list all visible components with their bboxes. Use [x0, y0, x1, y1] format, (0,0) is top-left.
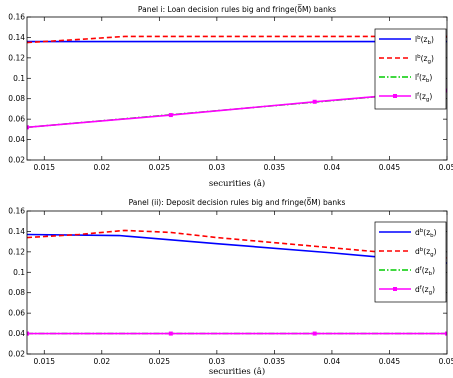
- y-tick-label: 0.04: [8, 135, 25, 144]
- legend-label: lb(zb): [415, 35, 434, 46]
- x-tick-label: 0.03: [209, 357, 226, 366]
- series-marker: [27, 125, 29, 130]
- legend-label: db(zg): [415, 247, 437, 258]
- y-tick-label: 0.16: [8, 13, 25, 22]
- x-tick-label: 0.04: [324, 357, 341, 366]
- series-marker: [312, 99, 317, 104]
- x-tick-label: 0.04: [324, 163, 341, 172]
- chart-title: Panel i: Loan decision rules big and fri…: [138, 5, 336, 14]
- series-line-1: [27, 233, 447, 264]
- y-tick-label: 0.04: [8, 329, 25, 338]
- x-tick-label: 0.02: [93, 163, 110, 172]
- x-tick-label: 0.015: [34, 163, 56, 172]
- y-tick-label: 0.12: [8, 53, 25, 62]
- x-tick-label: 0.05: [439, 163, 453, 172]
- legend-label: df(zb): [415, 266, 435, 277]
- legend-marker: [393, 94, 397, 98]
- x-tick-label: 0.025: [149, 357, 171, 366]
- y-tick-label: 0.02: [8, 156, 25, 165]
- y-tick-label: 0.06: [8, 309, 25, 318]
- y-tick-label: 0.12: [8, 247, 25, 256]
- series-line-2: [27, 229, 447, 259]
- series-marker: [445, 331, 447, 336]
- chart-title: Panel (ii): Deposit decision rules big a…: [129, 198, 346, 207]
- legend: db(zb) db(zg) df(zb) df(zg): [374, 221, 447, 303]
- legend-box: [374, 28, 447, 110]
- x-tick-label: 0.02: [93, 357, 110, 366]
- x-axis-label: securities (â): [209, 366, 265, 377]
- x-tick-label: 0.03: [209, 163, 226, 172]
- legend-label: db(zb): [415, 228, 437, 239]
- series-marker: [27, 331, 29, 336]
- legend-label: df(zg): [415, 285, 435, 296]
- panel-1: Panel i: Loan decision rules big and fri…: [8, 5, 453, 189]
- plot-area: [27, 229, 447, 336]
- legend-label: lf(zb): [415, 73, 432, 84]
- x-tick-label: 0.035: [264, 163, 286, 172]
- legend-label: lf(zg): [415, 92, 432, 103]
- x-axis-label: securities (â): [209, 178, 265, 189]
- legend: lb(zb) lb(zg) lf(zb) lf(zg): [374, 28, 447, 110]
- x-tick-label: 0.035: [264, 357, 286, 366]
- y-tick-label: 0.1: [13, 74, 25, 83]
- axes-box: [26, 210, 448, 355]
- x-tick-label: 0.045: [379, 357, 401, 366]
- series-marker: [168, 331, 173, 336]
- legend-label: lb(zg): [415, 54, 434, 65]
- y-tick-label: 0.14: [8, 33, 25, 42]
- x-tick-label: 0.015: [34, 357, 56, 366]
- series-line-2: [27, 35, 447, 44]
- y-tick-label: 0.06: [8, 115, 25, 124]
- panel-2: Panel (ii): Deposit decision rules big a…: [8, 198, 453, 377]
- y-tick-label: 0.02: [8, 350, 25, 359]
- axes-box: [26, 16, 448, 161]
- series-marker: [168, 113, 173, 118]
- legend-marker: [393, 287, 397, 291]
- y-tick-label: 0.08: [8, 94, 25, 103]
- y-tick-label: 0.14: [8, 227, 25, 236]
- x-tick-label: 0.045: [379, 163, 401, 172]
- series-marker: [312, 331, 317, 336]
- y-tick-label: 0.08: [8, 288, 25, 297]
- y-tick-label: 0.1: [13, 268, 25, 277]
- x-tick-label: 0.05: [439, 357, 453, 366]
- x-tick-label: 0.025: [149, 163, 171, 172]
- y-tick-label: 0.16: [8, 207, 25, 216]
